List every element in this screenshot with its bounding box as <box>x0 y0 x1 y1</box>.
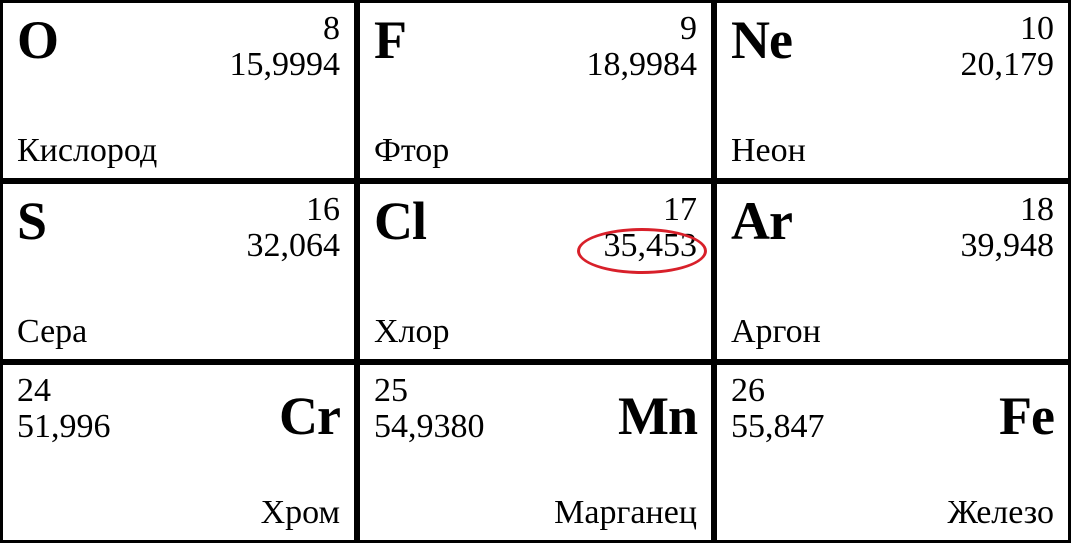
element-cell-s: S 1632,064 Сера <box>0 181 357 362</box>
element-name: Железо <box>947 494 1054 532</box>
element-number-mass: 2554,9380 <box>374 373 485 444</box>
element-cell-cl: Cl 1735,453 Хлор <box>357 181 714 362</box>
element-number-mass: 1735,453 <box>604 192 698 263</box>
element-number-mass: 815,9994 <box>230 11 341 82</box>
element-cell-cr: Cr 2451,996 Хром <box>0 362 357 543</box>
atomic-number: 17 <box>604 192 698 228</box>
element-cell-ar: Ar 1839,948 Аргон <box>714 181 1071 362</box>
element-number-mass: 2655,847 <box>731 373 825 444</box>
atomic-number: 24 <box>17 373 111 409</box>
element-name: Кислород <box>17 132 157 170</box>
element-name: Фтор <box>374 132 449 170</box>
atomic-mass: 55,847 <box>731 409 825 445</box>
element-cell-fe: Fe 2655,847 Железо <box>714 362 1071 543</box>
element-name: Сера <box>17 313 87 351</box>
element-number-mass: 2451,996 <box>17 373 111 444</box>
atomic-number: 18 <box>961 192 1055 228</box>
element-name: Хром <box>261 494 340 532</box>
element-number-mass: 918,9984 <box>587 11 698 82</box>
element-name: Аргон <box>731 313 821 351</box>
atomic-mass: 51,996 <box>17 409 111 445</box>
periodic-table-grid: O 815,9994 Кислород F 918,9984 Фтор Ne 1020,179… <box>0 0 1071 543</box>
atomic-mass: 54,9380 <box>374 409 485 445</box>
element-symbol: O <box>17 9 58 71</box>
element-symbol: Ne <box>731 9 792 71</box>
element-number-mass: 1020,179 <box>961 11 1055 82</box>
element-symbol: S <box>17 190 46 252</box>
atomic-mass: 39,948 <box>961 228 1055 264</box>
atomic-number: 9 <box>587 11 698 47</box>
element-cell-ne: Ne 1020,179 Неон <box>714 0 1071 181</box>
atomic-mass: 32,064 <box>247 228 341 264</box>
atomic-number: 25 <box>374 373 485 409</box>
element-name: Марганец <box>554 494 697 532</box>
element-symbol: Cl <box>374 190 426 252</box>
element-name: Неон <box>731 132 806 170</box>
element-cell-mn: Mn 2554,9380 Марганец <box>357 362 714 543</box>
element-symbol: Ar <box>731 190 792 252</box>
element-cell-o: O 815,9994 Кислород <box>0 0 357 181</box>
atomic-mass: 35,453 <box>604 228 698 264</box>
element-number-mass: 1839,948 <box>961 192 1055 263</box>
atomic-mass: 18,9984 <box>587 47 698 83</box>
atomic-number: 10 <box>961 11 1055 47</box>
element-symbol: Fe <box>999 385 1054 447</box>
element-symbol: Cr <box>279 385 340 447</box>
atomic-mass: 20,179 <box>961 47 1055 83</box>
atomic-number: 26 <box>731 373 825 409</box>
element-cell-f: F 918,9984 Фтор <box>357 0 714 181</box>
atomic-number: 8 <box>230 11 341 47</box>
element-name: Хлор <box>374 313 450 351</box>
atomic-number: 16 <box>247 192 341 228</box>
element-symbol: Mn <box>618 385 697 447</box>
element-number-mass: 1632,064 <box>247 192 341 263</box>
atomic-mass: 15,9994 <box>230 47 341 83</box>
element-symbol: F <box>374 9 406 71</box>
